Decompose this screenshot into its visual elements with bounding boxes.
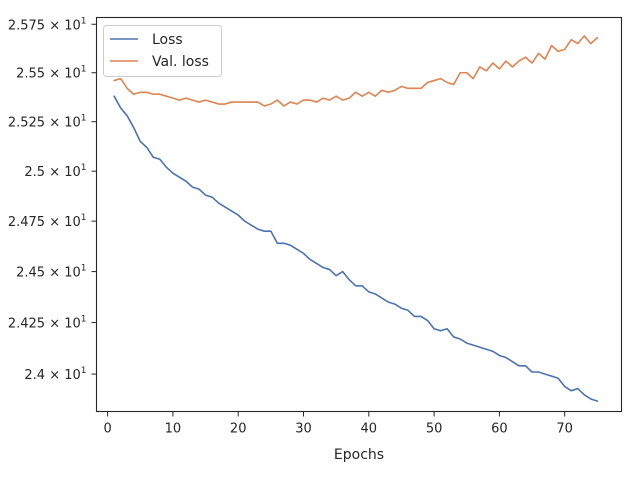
y-tick-exponent: 1 bbox=[81, 213, 87, 223]
y-tick-mantissa: 2.575 bbox=[8, 18, 45, 33]
y-tick-mantissa: 2.475 bbox=[8, 215, 45, 230]
y-tick-exponent: 1 bbox=[81, 163, 87, 173]
x-tick-label: 0 bbox=[103, 422, 111, 437]
plot-frame bbox=[95, 16, 623, 413]
y-tick-multiplier: × 10 bbox=[45, 317, 81, 332]
legend-label-val-loss: Val. loss bbox=[152, 54, 209, 70]
y-tick-multiplier: × 10 bbox=[45, 368, 81, 383]
y-tick-label: 2.4 × 101 bbox=[24, 366, 86, 383]
y-tick-exponent: 1 bbox=[81, 366, 87, 376]
y-tick-mantissa: 2.55 bbox=[16, 67, 45, 82]
x-axis-ticks: 0 10 20 30 40 50 60 70 bbox=[103, 411, 573, 437]
y-tick-label: 2.5 × 101 bbox=[24, 163, 86, 180]
x-tick-label: 30 bbox=[295, 422, 312, 437]
x-tick-label: 60 bbox=[491, 422, 508, 437]
series-line-0 bbox=[113, 95, 599, 402]
x-tick-label: 50 bbox=[426, 422, 443, 437]
x-tick-label: 10 bbox=[165, 422, 182, 437]
y-tick-label: 2.45 × 101 bbox=[16, 264, 86, 281]
x-tick-label: 40 bbox=[361, 422, 378, 437]
y-tick-multiplier: × 10 bbox=[45, 165, 81, 180]
y-tick-mantissa: 2.425 bbox=[8, 317, 45, 332]
y-tick-multiplier: × 10 bbox=[45, 18, 81, 33]
y-tick-label: 2.425 × 101 bbox=[8, 315, 87, 332]
y-tick-mantissa: 2.4 bbox=[24, 368, 45, 383]
y-tick-multiplier: × 10 bbox=[45, 116, 81, 131]
y-tick-label: 2.475 × 101 bbox=[8, 213, 87, 230]
y-tick-multiplier: × 10 bbox=[45, 215, 81, 230]
legend: Loss Val. loss bbox=[103, 25, 222, 77]
y-tick-mantissa: 2.525 bbox=[8, 116, 45, 131]
legend-label-loss: Loss bbox=[152, 32, 183, 48]
y-tick-multiplier: × 10 bbox=[45, 266, 81, 281]
y-tick-label: 2.55 × 101 bbox=[16, 65, 86, 82]
y-tick-label: 2.575 × 101 bbox=[8, 16, 87, 33]
y-tick-exponent: 1 bbox=[81, 264, 87, 274]
plot-background bbox=[96, 17, 622, 412]
y-tick-mantissa: 2.45 bbox=[16, 266, 45, 281]
x-tick-label: 20 bbox=[230, 422, 247, 437]
y-tick-exponent: 1 bbox=[81, 315, 87, 325]
y-tick-multiplier: × 10 bbox=[45, 67, 81, 82]
y-tick-exponent: 1 bbox=[81, 114, 87, 124]
y-tick-mantissa: 2.5 bbox=[24, 165, 45, 180]
y-tick-exponent: 1 bbox=[81, 65, 87, 75]
x-tick-label: 70 bbox=[556, 422, 573, 437]
series-lines bbox=[113, 35, 599, 402]
y-tick-label: 2.525 × 101 bbox=[8, 114, 87, 131]
x-axis-label: Epochs bbox=[334, 447, 384, 463]
series-line-1 bbox=[113, 35, 599, 107]
y-tick-exponent: 1 bbox=[81, 16, 87, 26]
